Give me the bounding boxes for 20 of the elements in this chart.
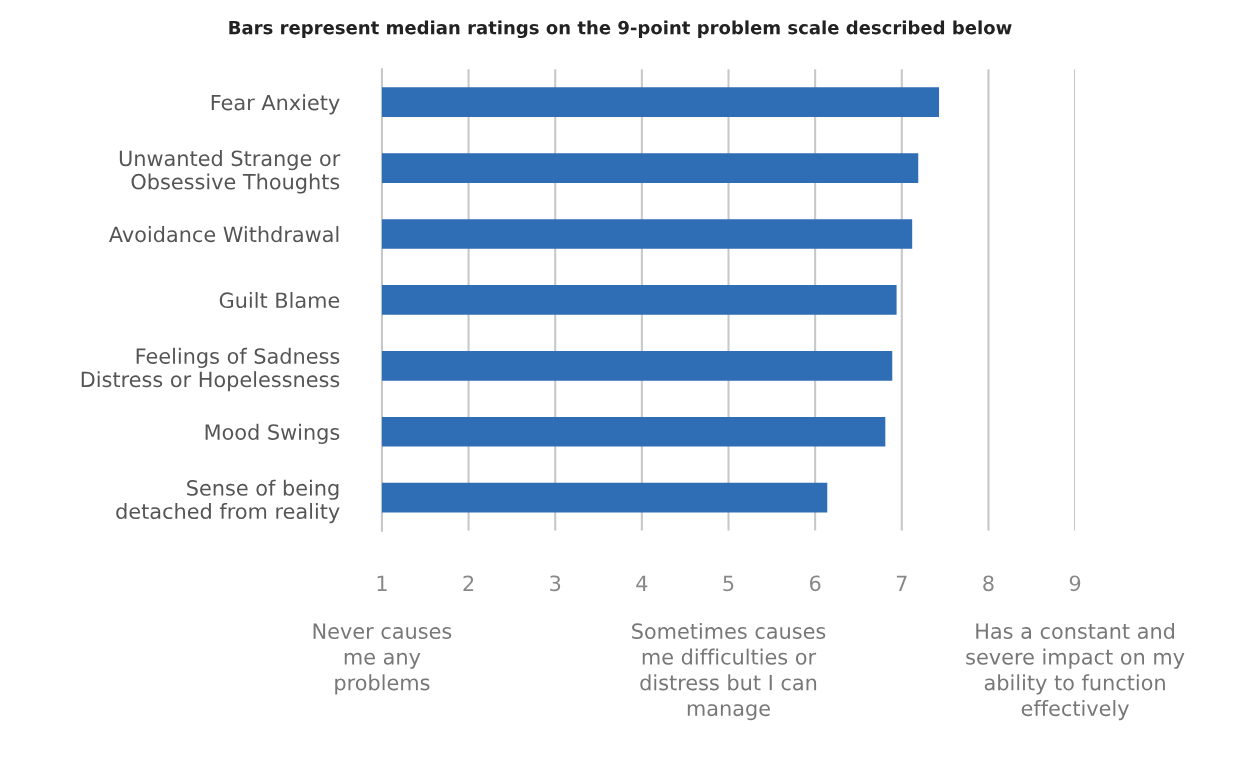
x-tick-label: 5	[723, 575, 734, 592]
x-tick-label: 4	[636, 575, 648, 591]
x-tick-label: 8	[983, 575, 994, 592]
y-tick-label: Unwanted Strange or Obsessive Thoughts	[119, 150, 341, 194]
y-tick-label: Fear Anxiety	[211, 94, 340, 115]
x-tick-label: 3	[550, 575, 561, 592]
y-tick-label: Mood Swings	[205, 423, 340, 444]
x-tick-label: 7	[896, 575, 907, 591]
y-tick-label: Guilt Blame	[219, 291, 340, 309]
x-tick-label: 9	[1069, 575, 1081, 592]
y-tick-label: Feelings of Sadness Distress or Hopelessness	[81, 347, 340, 392]
x-tick-label: 1	[377, 575, 387, 591]
y-tick-label: Sense of being detached from reality	[116, 479, 340, 524]
text: Never causes me any problems	[313, 623, 452, 695]
text: Sometimes causes me difficulties or distress but I can manage	[632, 622, 826, 721]
x-tick-label: 2	[463, 575, 474, 591]
text: Has a constant and severe impact on my ability to function effectively	[966, 622, 1185, 721]
chart-title: Bars represent median ratings on the 9-point problem scale described below	[229, 20, 1012, 39]
x-tick-label: 6	[809, 575, 821, 592]
y-tick-label: Avoidance Withdrawal	[108, 226, 339, 243]
